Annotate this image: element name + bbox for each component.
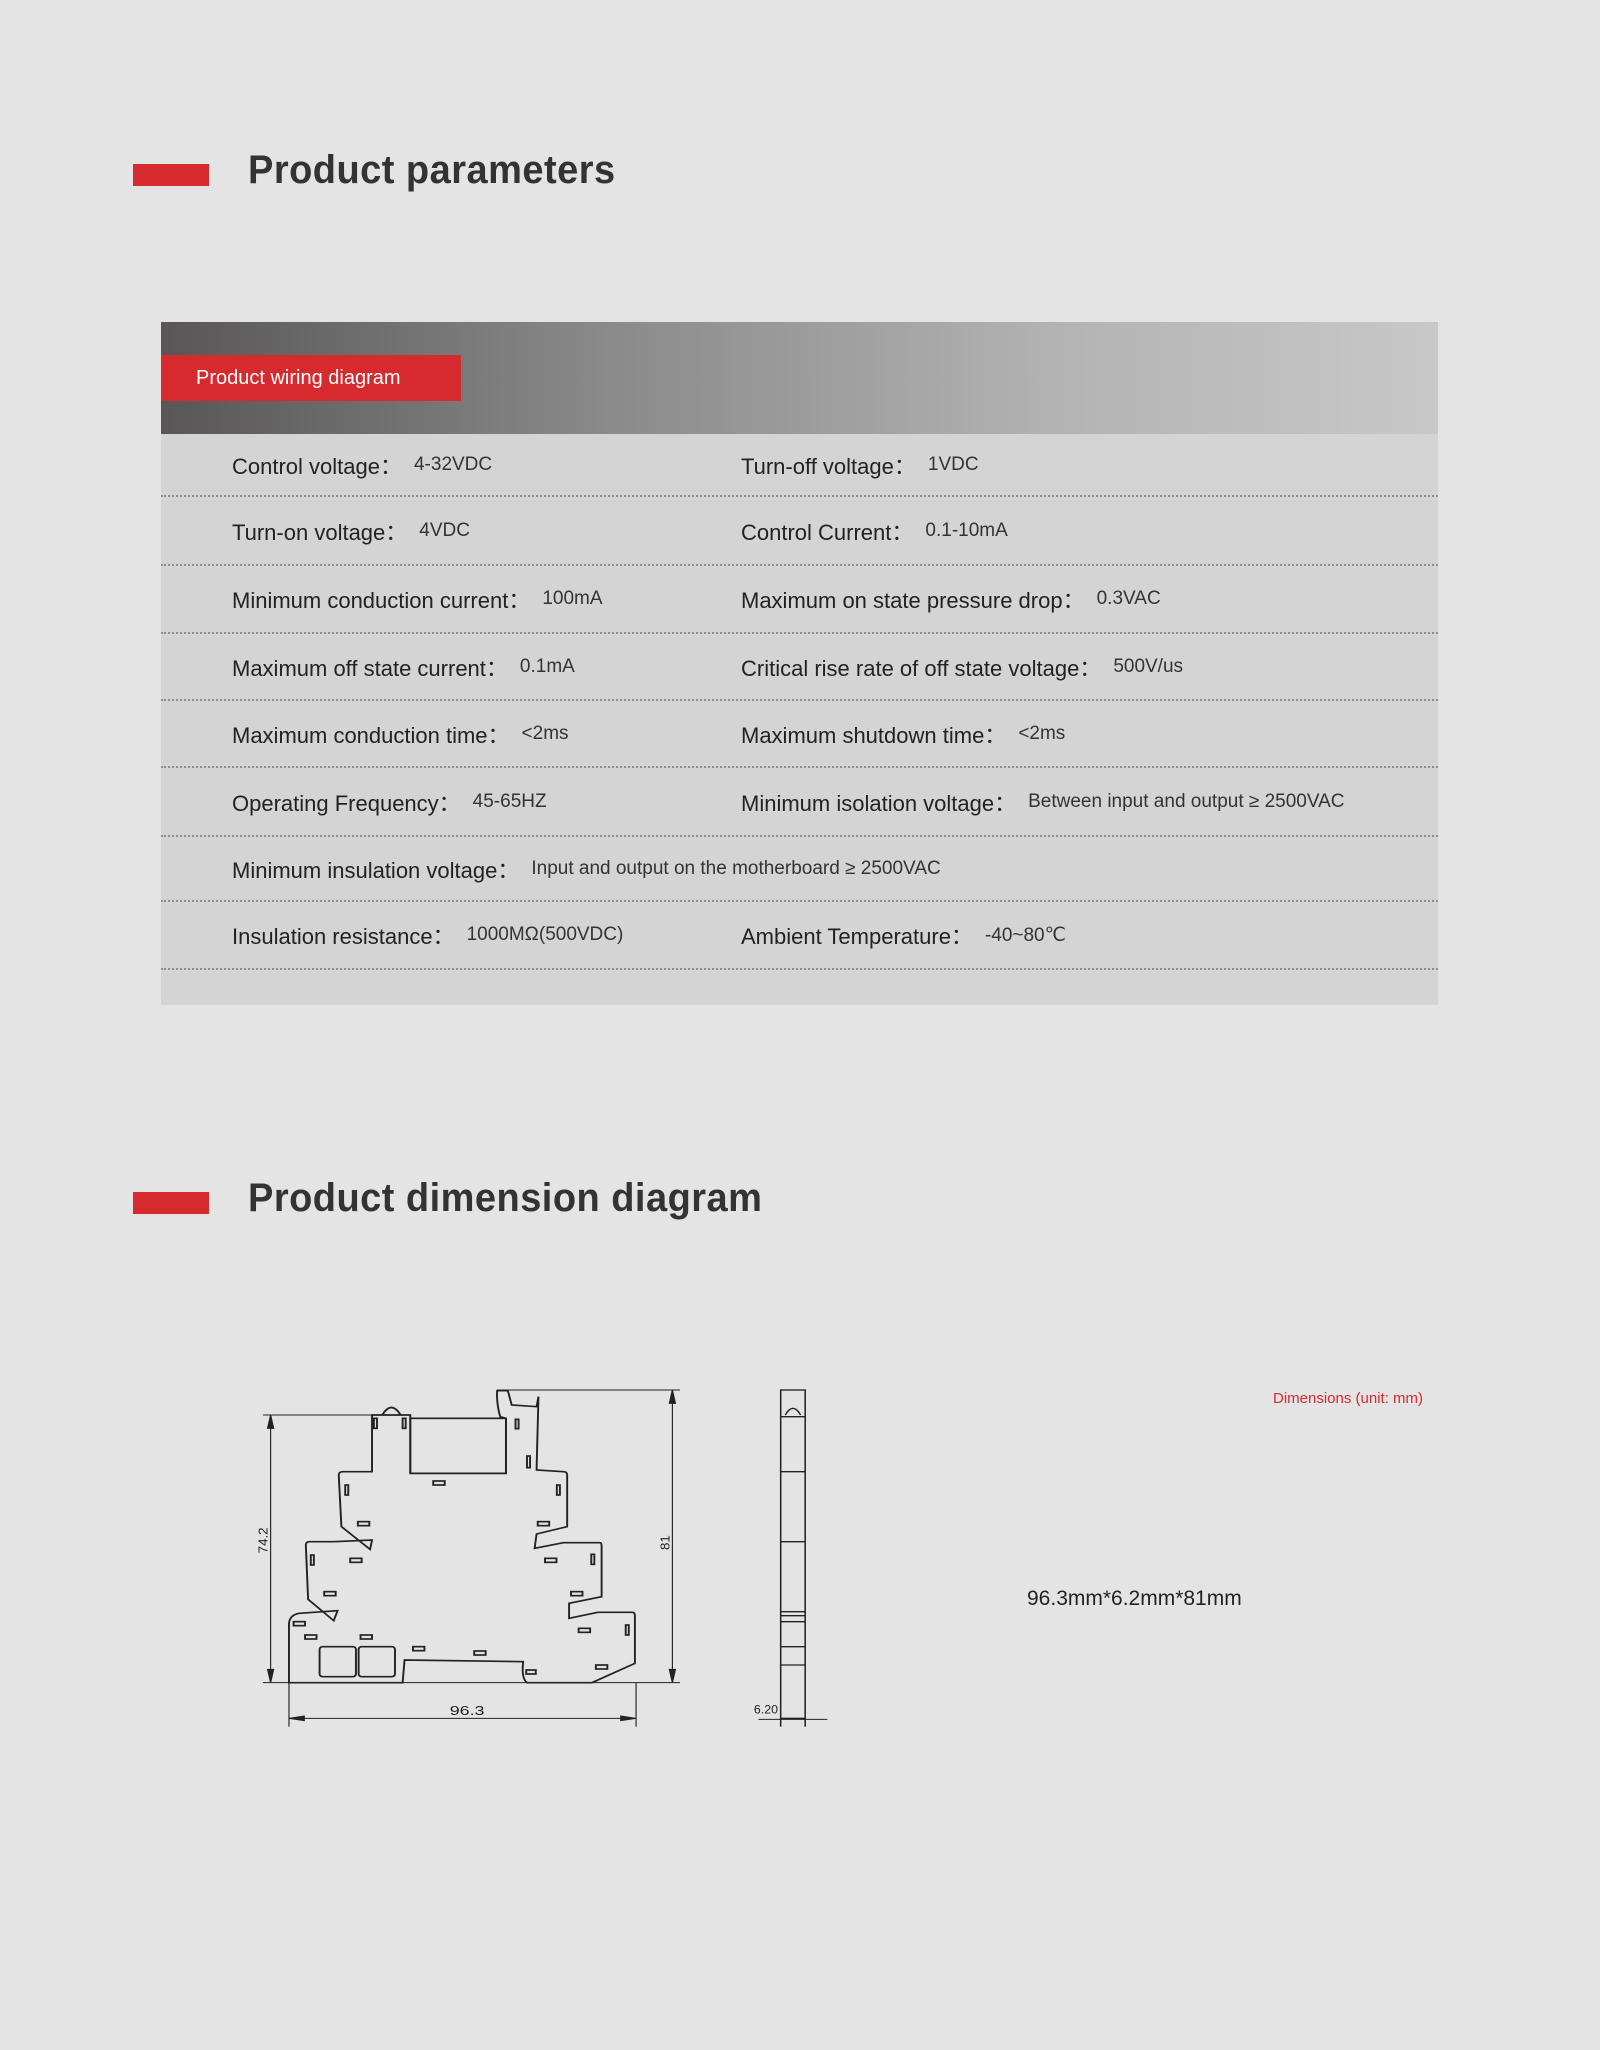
param-cell: Ambient Temperature： -40~80℃: [741, 902, 1066, 968]
param-cell: Turn-off voltage： 1VDC: [741, 434, 979, 495]
front-view-outline: [288, 1389, 636, 1684]
section-marker: [133, 164, 209, 186]
table-row: Minimum insulation voltage： Input and out…: [161, 837, 1438, 902]
param-cell: Maximum conduction time： <2ms: [232, 701, 569, 766]
param-cell: Critical rise rate of off state voltage：…: [741, 634, 1183, 699]
param-cell: Minimum isolation voltage： Between input …: [741, 768, 1345, 835]
param-label: Maximum shutdown time：: [741, 722, 1007, 748]
dimension-title: Product dimension diagram: [248, 1176, 763, 1220]
param-label: Insulation resistance：: [232, 924, 455, 949]
param-cell: Operating Frequency： 45-65HZ: [232, 768, 547, 835]
table-row: Maximum off state current： 0.1mA Critical …: [161, 634, 1438, 701]
table-row: Insulation resistance： 1000MΩ(500VDC) Ambi…: [161, 902, 1438, 970]
param-label: Ambient Temperature：: [741, 924, 973, 949]
param-value: 0.3VAC: [1096, 588, 1161, 609]
param-label: Minimum conduction current：: [232, 588, 531, 613]
dimension-drawing: 74.2 81 96.3 6.20: [256, 1389, 828, 1727]
param-value: 4-32VDC: [413, 453, 493, 475]
param-cell: Maximum off state current： 0.1mA: [232, 634, 575, 699]
param-label: Turn-off voltage：: [741, 453, 916, 479]
table-row: Control voltage： 4-32VDC Turn-off voltage：…: [161, 434, 1438, 497]
side-view: [758, 1389, 828, 1727]
param-label: Turn-on voltage：: [232, 519, 408, 545]
param-cell: Insulation resistance： 1000MΩ(500VDC): [232, 902, 623, 968]
param-value: 0.1mA: [519, 655, 575, 677]
param-cell: Turn-on voltage： 4VDC: [232, 497, 470, 564]
unit-note: Dimensions (unit: mm): [1273, 1390, 1424, 1407]
param-value: -40~80℃: [984, 924, 1066, 946]
parameters-table: Product wiring diagram Control voltage： 4…: [161, 322, 1438, 1005]
parameters-title: Product parameters: [248, 148, 616, 192]
param-label: Control Current：: [741, 519, 914, 545]
param-value: 0.1-10mA: [925, 519, 1008, 541]
param-label: Operating Frequency：: [232, 790, 461, 816]
param-label: Maximum off state current：: [232, 655, 508, 681]
param-cell: Control Current： 0.1-10mA: [741, 497, 1008, 564]
overall-dimensions: 96.3mm*6.2mm*81mm: [1027, 1587, 1242, 1610]
param-label: Maximum conduction time：: [232, 722, 510, 748]
param-value: Input and output on the motherboard ≥ 25…: [531, 857, 941, 879]
relay-body: [409, 1417, 507, 1475]
param-value: 500V/us: [1113, 655, 1184, 677]
param-value: <2ms: [1018, 722, 1066, 744]
param-cell: Maximum on state pressure drop： 0.3VAC: [741, 566, 1161, 632]
table-header: Product wiring diagram: [161, 322, 1438, 434]
param-label: Minimum insulation voltage：: [232, 857, 520, 883]
wiring-diagram-label: Product wiring diagram: [161, 355, 461, 401]
table-row: Minimum conduction current： 100mA Maximum …: [161, 566, 1438, 634]
param-value: <2ms: [521, 722, 569, 744]
dim-thickness: 6.20: [754, 1703, 778, 1717]
param-cell: Control voltage： 4-32VDC: [232, 434, 492, 495]
param-cell: Maximum shutdown time： <2ms: [741, 701, 1065, 766]
param-label: Control voltage：: [232, 453, 402, 479]
param-cell: Minimum insulation voltage： Input and out…: [232, 837, 941, 900]
param-value: Between input and output ≥ 2500VAC: [1028, 790, 1345, 812]
section-marker: [133, 1192, 209, 1214]
param-cell: Minimum conduction current： 100mA: [232, 566, 603, 632]
dim-width: 96.3: [450, 1704, 485, 1718]
param-label: Critical rise rate of off state voltage：: [741, 655, 1102, 681]
param-label: Maximum on state pressure drop：: [741, 588, 1085, 613]
param-label: Minimum isolation voltage：: [741, 790, 1017, 816]
dim-height-right: 81: [657, 1535, 672, 1550]
param-value: 1VDC: [927, 453, 979, 475]
table-row: Maximum conduction time： <2ms Maximum shut…: [161, 701, 1438, 768]
table-row: Operating Frequency： 45-65HZ Minimum isola…: [161, 768, 1438, 837]
param-value: 100mA: [542, 588, 603, 609]
dim-height-left: 74.2: [256, 1527, 271, 1553]
param-value: 45-65HZ: [472, 790, 547, 812]
param-value: 1000MΩ(500VDC): [466, 924, 624, 945]
param-value: 4VDC: [419, 519, 470, 541]
table-row: Turn-on voltage： 4VDC Control Current： 0.1-…: [161, 497, 1438, 566]
